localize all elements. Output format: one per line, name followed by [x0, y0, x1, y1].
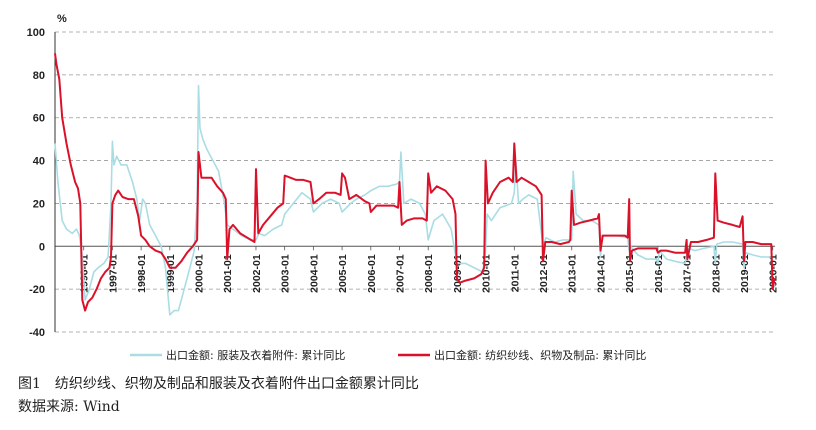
x-tick-label: 2002-01 — [251, 254, 263, 293]
x-axis: 1996-01 1997-01 1998-01 1999-01 2000-01 2001-… — [79, 246, 780, 293]
figure-caption: 图1 纺织纱线、织物及制品和服装及衣着附件出口金额累计同比 — [18, 373, 419, 393]
y-tick-label: 0 — [39, 241, 45, 253]
x-tick-label: 2006-01 — [366, 254, 378, 293]
legend-label: 出口金额: 纺织纱线、织物及制品: 累计同比 — [434, 348, 646, 362]
y-tick-label: 20 — [33, 198, 45, 210]
data-source: 数据来源: Wind — [18, 399, 120, 415]
x-tick-label: 2008-01 — [423, 254, 435, 293]
y-tick-label: 60 — [33, 113, 45, 125]
x-tick-label: 1999-01 — [165, 254, 177, 293]
x-tick-label: 2000-01 — [194, 254, 206, 293]
x-tick-label: 2013-01 — [567, 254, 579, 293]
x-tick-label: 2009-01 — [452, 254, 464, 293]
figure-title: 纺织纱线、织物及制品和服装及衣着附件出口金额累计同比 — [54, 376, 419, 392]
x-tick-label: 2015-01 — [624, 254, 636, 293]
series-lines — [54, 53, 776, 316]
x-tick-label: 2020-01 — [768, 254, 780, 293]
x-tick-label: 2003-01 — [280, 254, 292, 293]
y-tick-label: -20 — [29, 284, 45, 296]
y-tick-label: 40 — [33, 156, 45, 168]
x-tick-label: 2005-01 — [337, 254, 349, 293]
line-chart: -40 -20 0 20 40 60 80 100 % 1996-01 1997-01 1998-… — [27, 13, 780, 362]
x-tick-label: 2012-01 — [538, 254, 550, 293]
y-tick-label: 80 — [33, 70, 45, 82]
legend: 出口金额: 服装及衣着附件: 累计同比 出口金额: 纺织纱线、织物及制品: 累计同… — [130, 348, 646, 362]
x-tick-label: 2004-01 — [308, 254, 320, 293]
x-tick-label: 2001-01 — [222, 254, 234, 293]
x-tick-label: 2014-01 — [595, 254, 607, 293]
x-tick-label: 2007-01 — [394, 254, 406, 293]
legend-label: 出口金额: 服装及衣着附件: 累计同比 — [166, 348, 345, 362]
x-tick-label: 1998-01 — [136, 254, 148, 293]
series-line-textiles — [54, 53, 776, 312]
y-axis-unit-label: % — [57, 13, 67, 25]
y-tick-label: -40 — [29, 327, 45, 339]
x-tick-label: 1997-01 — [107, 254, 119, 293]
grid-lines — [55, 31, 775, 333]
y-tick-label: 100 — [27, 27, 45, 39]
x-tick-label: 2011-01 — [509, 254, 521, 292]
figure-label: 图1 — [18, 376, 41, 392]
x-tick-label: 2018-01 — [710, 254, 722, 293]
x-tick-label: 2019-01 — [739, 254, 751, 293]
x-tick-label: 1996-01 — [79, 254, 91, 293]
series-line-apparel — [54, 84, 776, 316]
y-axis: -40 -20 0 20 40 60 80 100 — [27, 27, 56, 339]
x-tick-label: 2016-01 — [653, 254, 665, 293]
